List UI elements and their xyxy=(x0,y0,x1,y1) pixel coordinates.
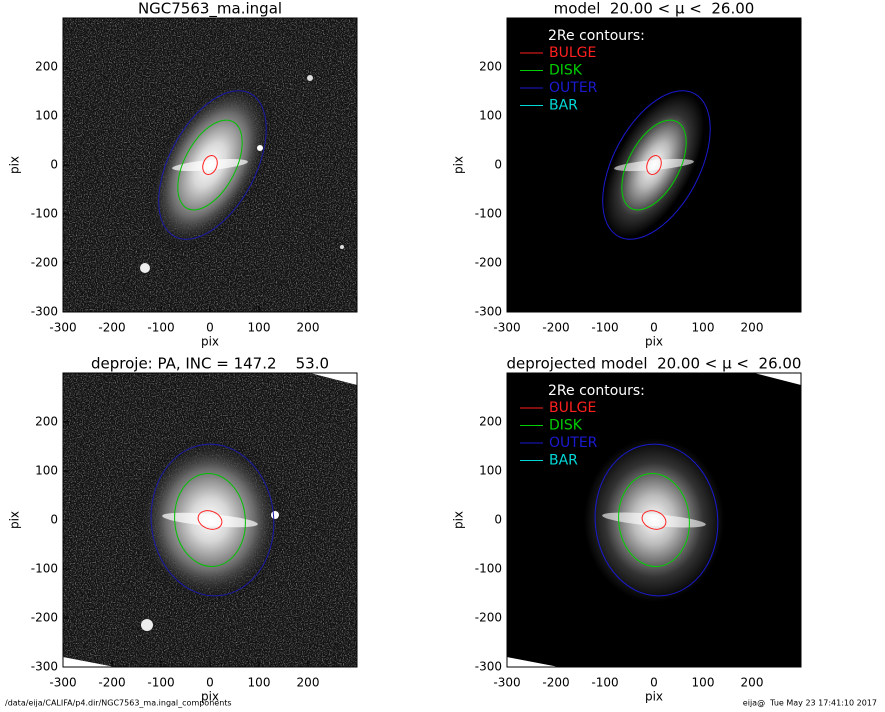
y-axis-label: pix xyxy=(452,511,466,529)
contour xyxy=(150,443,275,597)
chart-title: model 20.00 < μ < 26.00 xyxy=(554,0,755,18)
contours xyxy=(150,443,275,597)
contour xyxy=(158,90,267,240)
y-tick-label: 200 xyxy=(479,415,502,429)
contour xyxy=(202,154,218,176)
y-tick-label: -300 xyxy=(31,305,58,319)
x-axis-label: pix xyxy=(201,690,219,704)
contour xyxy=(641,510,667,530)
x-tick-label: 200 xyxy=(741,676,764,690)
contour xyxy=(174,473,246,567)
y-tick-label: -200 xyxy=(475,256,502,270)
x-tick-label: -100 xyxy=(591,321,618,335)
panel-image xyxy=(63,18,357,312)
panel-image xyxy=(507,373,801,667)
x-tick-label: 100 xyxy=(692,321,715,335)
chart-title: deprojected model 20.00 < μ < 26.00 xyxy=(507,355,802,373)
x-axis-label: pix xyxy=(645,335,663,349)
y-tick-label: 100 xyxy=(35,109,58,123)
y-tick-label: -300 xyxy=(475,660,502,674)
x-tick-label: -100 xyxy=(147,676,174,690)
contours xyxy=(158,90,267,240)
x-axis-label: pix xyxy=(201,335,219,349)
legend-label: OUTER xyxy=(549,435,598,451)
y-tick-label: 0 xyxy=(50,513,58,527)
contour xyxy=(646,154,662,176)
contour xyxy=(621,119,687,211)
x-tick-label: 100 xyxy=(692,676,715,690)
panel-image xyxy=(507,18,801,312)
x-axis-label: pix xyxy=(645,690,663,704)
y-tick-label: 0 xyxy=(494,513,502,527)
legend-title: 2Re contours: xyxy=(548,383,645,399)
x-tick-label: 200 xyxy=(741,321,764,335)
x-tick-label: -200 xyxy=(542,321,569,335)
y-tick-label: -200 xyxy=(475,611,502,625)
y-tick-label: 200 xyxy=(35,415,58,429)
x-tick-label: 200 xyxy=(297,321,320,335)
legend-label: BULGE xyxy=(549,45,596,61)
contour xyxy=(177,119,243,211)
x-tick-label: -200 xyxy=(98,321,125,335)
y-axis-label: pix xyxy=(8,511,22,529)
y-tick-label: 100 xyxy=(35,464,58,478)
panel-image xyxy=(63,373,357,667)
y-tick-label: 0 xyxy=(50,158,58,172)
x-tick-label: -300 xyxy=(49,321,76,335)
y-tick-label: 200 xyxy=(35,60,58,74)
x-tick-label: 0 xyxy=(650,321,658,335)
x-tick-label: -100 xyxy=(147,321,174,335)
x-tick-label: 100 xyxy=(248,676,271,690)
y-tick-label: -100 xyxy=(475,207,502,221)
legend-label: BULGE xyxy=(549,400,596,416)
y-tick-label: -100 xyxy=(475,562,502,576)
x-tick-label: 0 xyxy=(206,676,214,690)
legend-title: 2Re contours: xyxy=(548,28,645,44)
y-tick-label: 0 xyxy=(494,158,502,172)
contour xyxy=(618,473,690,567)
x-tick-label: -200 xyxy=(98,676,125,690)
footer-right: eija@ Tue May 23 17:41:10 2017 xyxy=(743,699,877,708)
contour xyxy=(594,443,719,597)
y-tick-label: -300 xyxy=(475,305,502,319)
y-tick-label: -100 xyxy=(31,207,58,221)
legend-label: OUTER xyxy=(549,80,598,96)
x-tick-label: -300 xyxy=(493,676,520,690)
legend-label: DISK xyxy=(549,418,583,434)
footer-left: /data/eija/CALIFA/p4.dir/NGC7563_ma.inga… xyxy=(5,699,232,708)
y-tick-label: 100 xyxy=(479,109,502,123)
x-tick-label: -100 xyxy=(591,676,618,690)
y-axis-label: pix xyxy=(8,156,22,174)
y-tick-label: -200 xyxy=(31,611,58,625)
x-tick-label: -200 xyxy=(542,676,569,690)
legend-label: BAR xyxy=(549,98,578,114)
y-tick-label: -100 xyxy=(31,562,58,576)
y-tick-label: -300 xyxy=(31,660,58,674)
chart-title: NGC7563_ma.ingal xyxy=(138,0,282,19)
x-tick-label: -300 xyxy=(49,676,76,690)
chart-title: deproje: PA, INC = 147.2 53.0 xyxy=(91,355,329,373)
y-axis-label: pix xyxy=(452,156,466,174)
contours xyxy=(594,443,719,597)
y-tick-label: 100 xyxy=(479,464,502,478)
y-tick-label: -200 xyxy=(31,256,58,270)
y-tick-label: 200 xyxy=(479,60,502,74)
contour xyxy=(197,510,223,530)
legend-label: BAR xyxy=(549,453,578,469)
x-tick-label: 0 xyxy=(206,321,214,335)
x-tick-label: -300 xyxy=(493,321,520,335)
x-tick-label: 200 xyxy=(297,676,320,690)
contours xyxy=(602,90,711,240)
legend-label: DISK xyxy=(549,63,583,79)
x-tick-label: 0 xyxy=(650,676,658,690)
x-tick-label: 100 xyxy=(248,321,271,335)
contour xyxy=(602,90,711,240)
